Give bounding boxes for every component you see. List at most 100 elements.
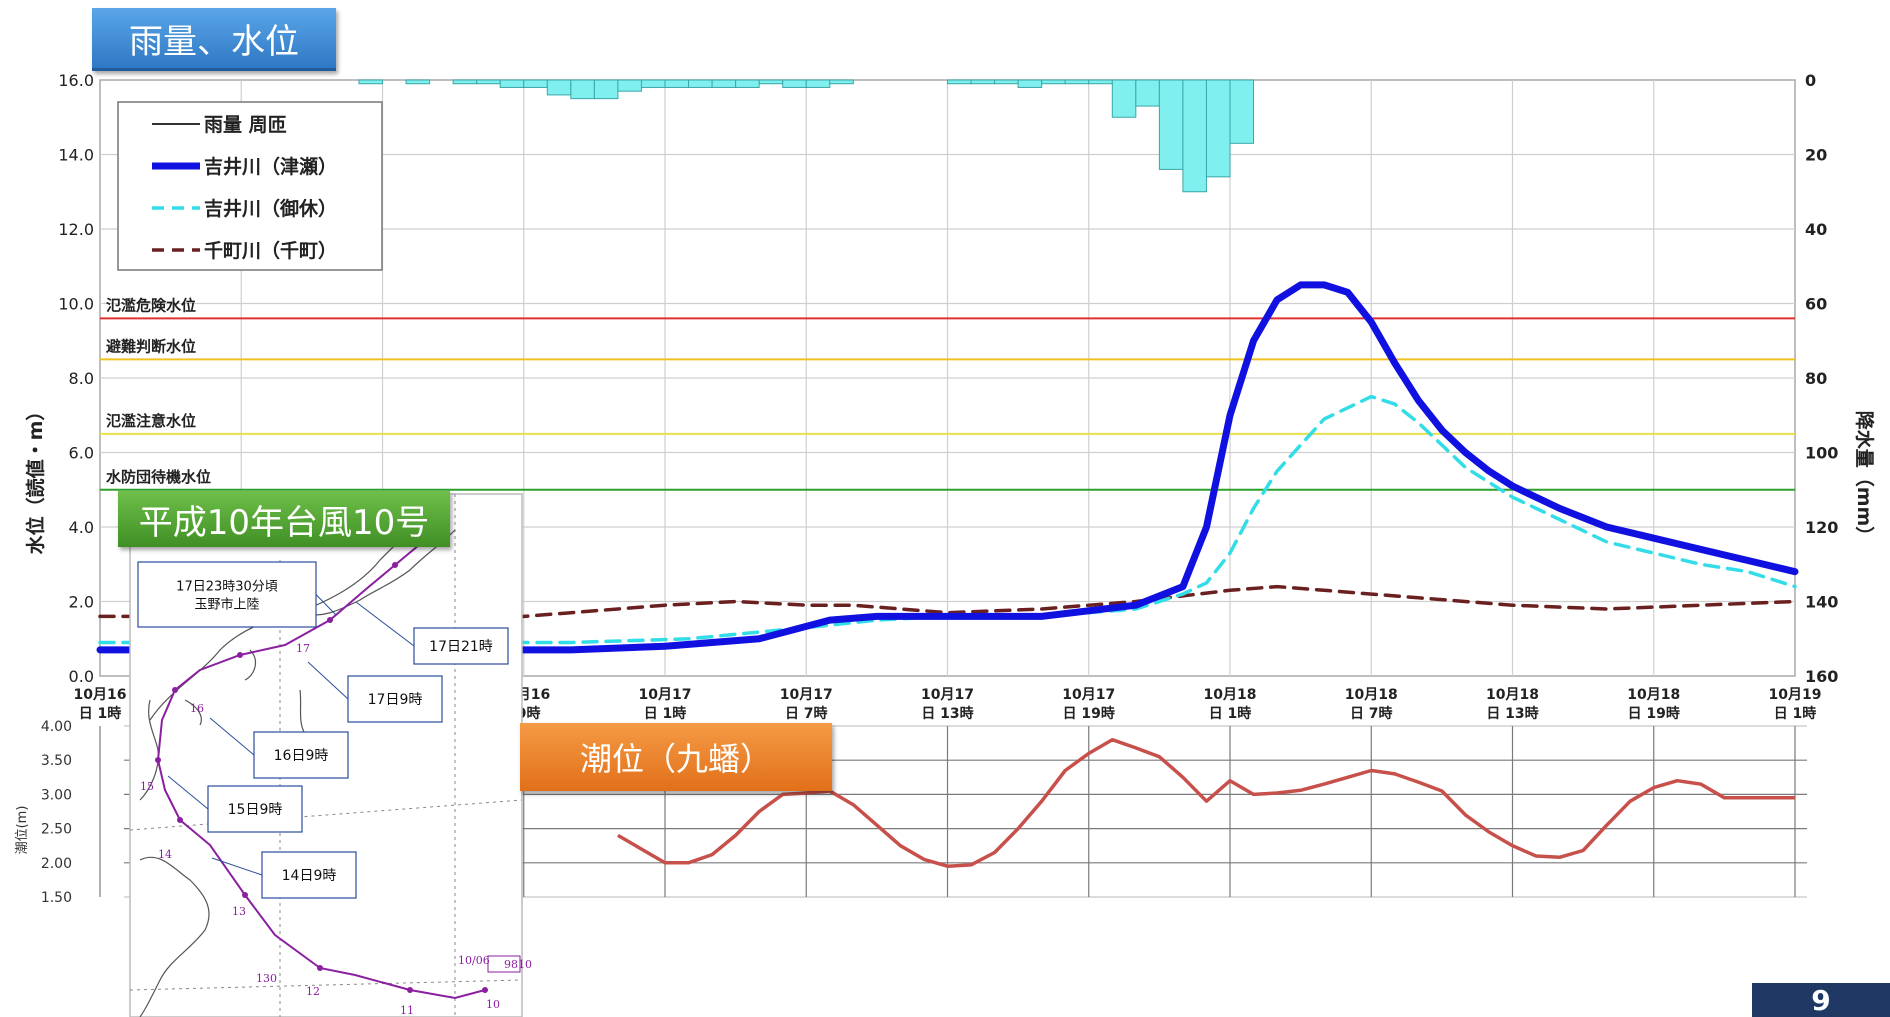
track-point-label: 10/06 bbox=[458, 954, 490, 967]
rainfall-bar bbox=[499, 79, 525, 88]
callout-label: 15日9時 bbox=[228, 802, 283, 818]
rainfall-bar bbox=[1135, 79, 1160, 107]
rainfall-bar bbox=[805, 79, 831, 88]
x-tick-label: 10月17 bbox=[639, 687, 692, 703]
callout-box bbox=[347, 675, 443, 723]
y-tick-label: 6.0 bbox=[69, 444, 94, 463]
rainfall-bar bbox=[1041, 79, 1066, 85]
y-tick-label: 14.0 bbox=[58, 146, 94, 165]
legend-label: 吉井川（津瀬） bbox=[204, 155, 337, 178]
rainfall-bar bbox=[593, 79, 619, 100]
threshold-label: 氾濫危険水位 bbox=[106, 296, 196, 314]
tide-y-tick-label: 4.00 bbox=[41, 719, 72, 735]
track-point-label: 9810 bbox=[504, 958, 532, 971]
x-tick-label: 10月18 bbox=[1204, 687, 1257, 703]
x-tick-label: 日 1時 bbox=[1774, 705, 1817, 722]
x-tick-label: 10月18 bbox=[1345, 687, 1398, 703]
rainfall-bar bbox=[523, 79, 548, 88]
x-tick-label: 10月16 bbox=[74, 687, 127, 703]
typhoon-track-point bbox=[392, 562, 398, 568]
y2-tick-label: 0 bbox=[1805, 71, 1816, 90]
rainfall-bar bbox=[1158, 79, 1184, 170]
map-gridline bbox=[129, 979, 523, 991]
callout-label: 16日9時 bbox=[274, 748, 329, 764]
typhoon-track-point bbox=[327, 617, 333, 623]
rainfall-bar bbox=[735, 79, 760, 88]
y2-tick-label: 40 bbox=[1805, 220, 1827, 239]
y-tick-label: 10.0 bbox=[58, 295, 94, 314]
y2-tick-label: 140 bbox=[1805, 593, 1838, 612]
typhoon-track-point bbox=[317, 965, 323, 971]
rainfall-bar bbox=[640, 79, 666, 88]
x-tick-label: 10月17 bbox=[921, 687, 974, 703]
track-point-label: 17 bbox=[296, 642, 310, 655]
y2-tick-label: 120 bbox=[1805, 518, 1838, 537]
callout-box bbox=[261, 851, 357, 899]
typhoon-track-point bbox=[237, 652, 243, 658]
rainfall-bar bbox=[782, 79, 807, 88]
callout-box bbox=[207, 785, 303, 833]
track-point-label: 11 bbox=[400, 1004, 414, 1017]
legend-box bbox=[117, 101, 383, 271]
track-point-label: 13 bbox=[232, 905, 246, 918]
y-tick-label: 0.0 bbox=[69, 667, 94, 686]
rainfall-bar bbox=[970, 79, 996, 85]
rainfall-bar bbox=[452, 79, 478, 85]
typhoon-title: 平成10年台風10号 bbox=[118, 491, 450, 547]
legend-label: 千町川（千町） bbox=[204, 239, 337, 262]
callout-box bbox=[137, 561, 317, 628]
callout-label: 17日23時30分頃 bbox=[176, 580, 278, 595]
y2-tick-label: 160 bbox=[1805, 667, 1838, 686]
rainfall-bar bbox=[994, 79, 1019, 85]
typhoon-track-point bbox=[177, 817, 183, 823]
rainfall-bar bbox=[1088, 79, 1113, 85]
callout-label: 17日9時 bbox=[368, 692, 423, 708]
callout-label: 17日21時 bbox=[429, 639, 493, 655]
rainfall-bar bbox=[405, 79, 431, 85]
legend-label: 吉井川（御休） bbox=[204, 197, 337, 220]
x-tick-label: 10月17 bbox=[780, 687, 833, 703]
rainfall-bar bbox=[570, 79, 595, 100]
x-tick-label: 日 7時 bbox=[785, 705, 828, 722]
typhoon-track-map: 17 16 15 14 13 12 11 10 10/06 9810 130 17日23時30分頃玉野… bbox=[129, 493, 532, 1017]
typhoon-id-box bbox=[487, 955, 521, 973]
rainfall-bar bbox=[1182, 79, 1207, 193]
coastline bbox=[139, 856, 210, 1017]
rainfall-bar bbox=[1017, 79, 1043, 88]
rainfall-bar bbox=[1205, 79, 1231, 178]
track-point-label: 16 bbox=[190, 702, 204, 715]
rainfall-bar bbox=[1111, 79, 1137, 118]
typhoon-track-point bbox=[407, 987, 413, 993]
rainfall-bar bbox=[947, 79, 972, 85]
tide-y-tick-label: 2.00 bbox=[41, 856, 72, 872]
rainfall-bar bbox=[758, 79, 784, 85]
tide-y-tick-label: 1.50 bbox=[41, 890, 72, 906]
track-point-label: 12 bbox=[306, 985, 320, 998]
x-tick-label: 日 13時 bbox=[1486, 705, 1538, 722]
threshold-label: 氾濫注意水位 bbox=[106, 412, 196, 430]
x-tick-label: 日 1時 bbox=[644, 705, 687, 722]
typhoon-track-point bbox=[155, 757, 161, 763]
legend-label: 雨量 周匝 bbox=[204, 114, 287, 136]
page-number: 9 bbox=[1752, 983, 1890, 1017]
callout-leader bbox=[167, 775, 209, 810]
x-tick-label: 10月18 bbox=[1627, 687, 1680, 703]
callout-label: 14日9時 bbox=[282, 868, 337, 884]
rainfall-bar bbox=[476, 79, 501, 85]
rainfall-bar bbox=[1229, 79, 1255, 144]
y2-axis-title: 降水量（mm） bbox=[1853, 411, 1876, 546]
y2-tick-label: 20 bbox=[1805, 146, 1827, 165]
rainfall-bar bbox=[1064, 79, 1090, 85]
callout-leader bbox=[307, 661, 349, 700]
track-point-label: 14 bbox=[158, 848, 172, 861]
rainfall-bar bbox=[829, 79, 854, 85]
callout-leader bbox=[211, 857, 263, 876]
series-line bbox=[98, 394, 1797, 645]
callout-leader bbox=[315, 594, 337, 616]
x-tick-label: 日 19時 bbox=[1628, 705, 1680, 722]
rainfall-bar bbox=[664, 79, 690, 88]
coastline bbox=[184, 699, 202, 726]
y-axis-title: 水位（読値・m） bbox=[24, 402, 47, 555]
rain-water-level-title: 雨量、水位 bbox=[92, 8, 336, 71]
